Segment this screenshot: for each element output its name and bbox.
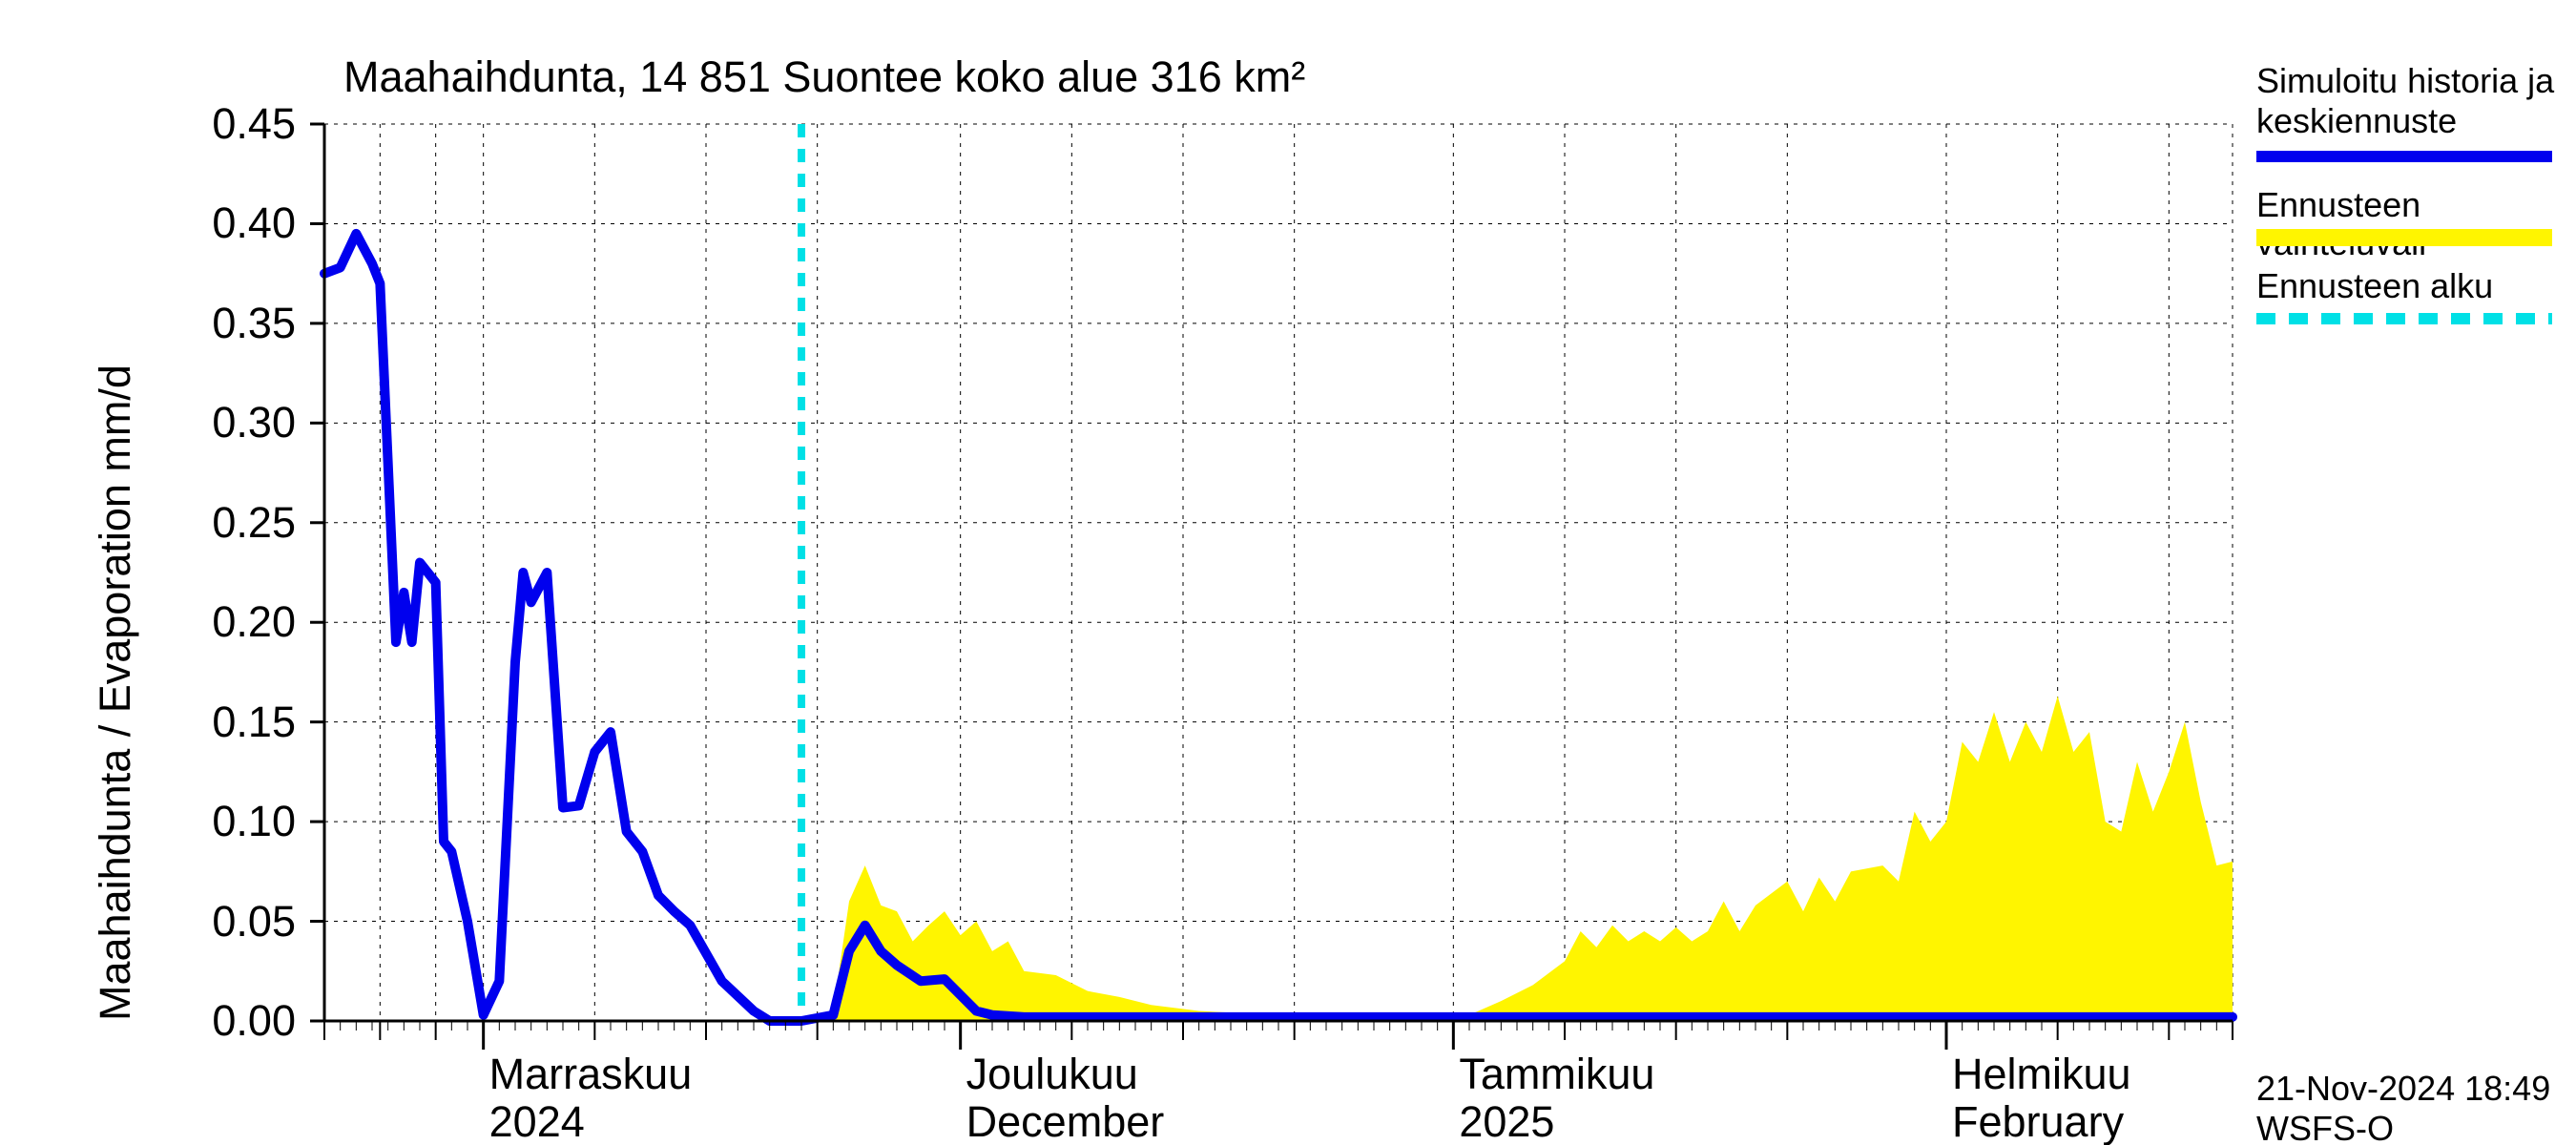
x-tick-label-1: Joulukuu <box>966 1050 1138 1099</box>
chart-title: Maahaihdunta, 14 851 Suontee koko alue 3… <box>343 52 1305 102</box>
y-tick-label: 0.20 <box>181 597 296 647</box>
legend-label: Simuloitu historia ja <box>2256 62 2554 100</box>
x-tick-label-2: 2024 <box>489 1097 585 1145</box>
x-tick-label-2: February <box>1952 1097 2124 1145</box>
legend-swatch <box>2256 148 2552 165</box>
x-tick-label-1: Helmikuu <box>1952 1050 2131 1099</box>
y-tick-label: 0.15 <box>181 697 296 747</box>
y-tick-label: 0.40 <box>181 198 296 248</box>
x-tick-label-1: Tammikuu <box>1459 1050 1654 1099</box>
x-tick-label-2: December <box>966 1097 1165 1145</box>
timestamp: 21-Nov-2024 18:49 WSFS-O <box>2256 1069 2576 1145</box>
x-tick-label-1: Marraskuu <box>489 1050 693 1099</box>
y-tick-label: 0.45 <box>181 99 296 149</box>
legend-swatch <box>2256 229 2552 246</box>
y-tick-label: 0.10 <box>181 797 296 846</box>
legend-label: Ennusteen alku <box>2256 267 2493 305</box>
y-tick-label: 0.35 <box>181 299 296 348</box>
y-tick-label: 0.30 <box>181 398 296 448</box>
legend-swatch <box>2256 310 2552 327</box>
x-tick-label-2: 2025 <box>1459 1097 1554 1145</box>
forecast-range-fill <box>801 697 2233 1021</box>
evaporation-chart <box>0 0 2576 1145</box>
legend-label: keskiennuste <box>2256 102 2457 140</box>
y-axis-label: Maahaihdunta / Evaporation mm/d <box>91 364 140 1021</box>
y-tick-label: 0.05 <box>181 897 296 947</box>
y-tick-label: 0.00 <box>181 996 296 1046</box>
y-tick-label: 0.25 <box>181 498 296 548</box>
legend-label: Ennusteen vaihteluväli <box>2256 186 2576 262</box>
